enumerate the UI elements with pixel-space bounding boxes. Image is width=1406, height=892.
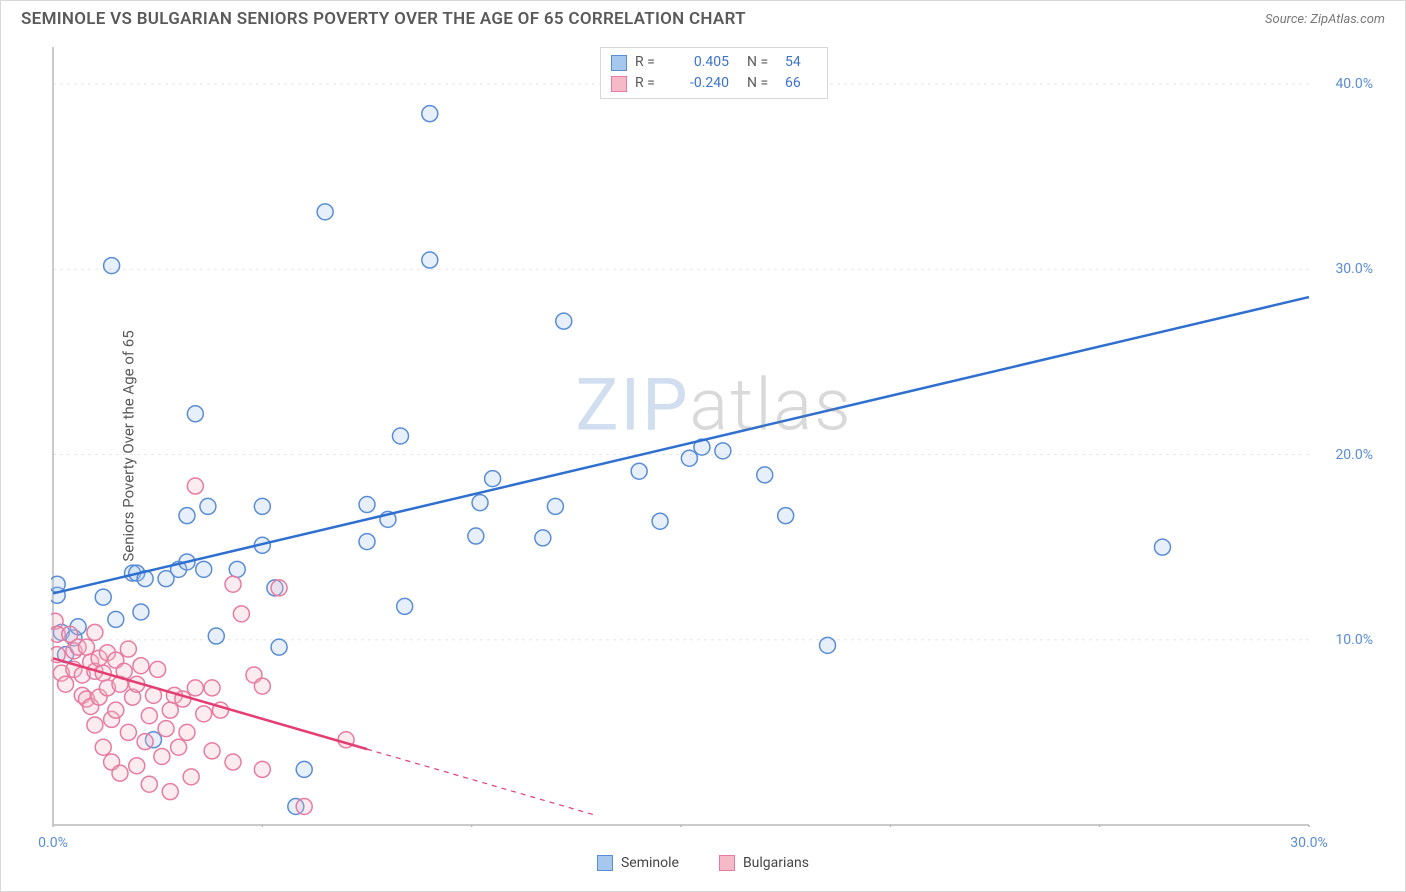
y-tick-label: 40.0% [1335,76,1373,92]
series-legend-item: Seminole [597,855,679,871]
legend-swatch [611,76,627,92]
series-label: Seminole [621,855,679,871]
legend-swatch [611,55,627,71]
y-tick-label: 20.0% [1335,447,1373,463]
series-label: Bulgarians [743,855,809,871]
plot-area: R =0.405N =54R =-0.240N =66 ZIPatlas 10.… [51,45,1377,827]
series-legend-item: Bulgarians [719,855,809,871]
y-tick-label: 10.0% [1335,632,1373,648]
correlation-legend: R = 0.405 N = 54 R = -0.240 N = 66 [600,47,828,99]
n-label: N = [747,73,777,94]
chart-container: SEMINOLE VS BULGARIAN SENIORS POVERTY OV… [0,0,1406,892]
r-label: R = [635,73,665,94]
scatter-plot-svg [51,45,1377,827]
n-label: N = [747,52,777,73]
n-value: 66 [785,73,815,94]
x-tick-label: 30.0% [1290,835,1328,851]
correlation-legend-row: R = -0.240 N = 66 [611,73,815,94]
source-label: Source: ZipAtlas.com [1265,12,1385,27]
legend-swatch [719,855,735,871]
x-tick-label: 0.0% [38,835,68,851]
series-legend: Seminole Bulgarians [597,855,809,871]
r-value: -0.240 [673,73,729,94]
correlation-legend-row: R = 0.405 N = 54 [611,52,815,73]
y-tick-label: 30.0% [1335,261,1373,277]
header-row: SEMINOLE VS BULGARIAN SENIORS POVERTY OV… [1,1,1405,33]
r-label: R = [635,52,665,73]
legend-swatch [597,855,613,871]
n-value: 54 [785,52,815,73]
r-value: 0.405 [673,52,729,73]
chart-title: SEMINOLE VS BULGARIAN SENIORS POVERTY OV… [21,9,746,29]
